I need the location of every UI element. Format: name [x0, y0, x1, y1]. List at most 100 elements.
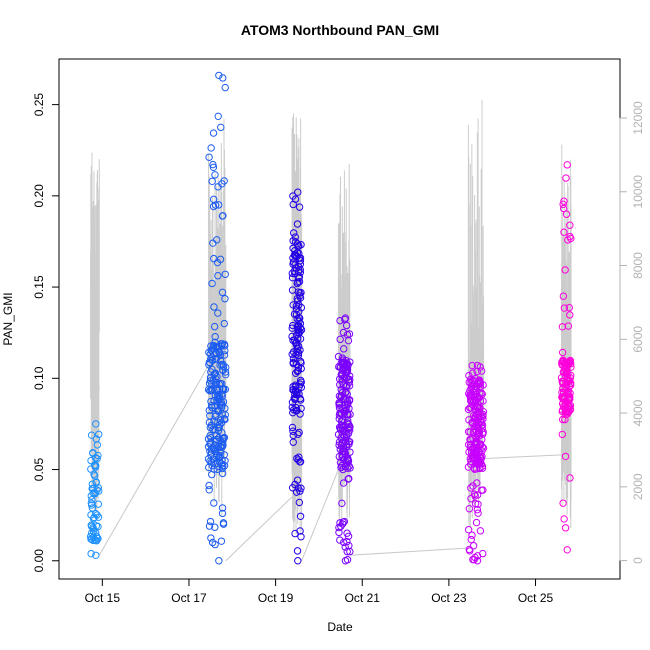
data-point [204, 385, 213, 394]
data-point [216, 379, 225, 388]
data-point [296, 357, 305, 366]
data-point [208, 385, 216, 393]
data-point [564, 373, 572, 382]
data-point [295, 203, 304, 211]
data-point [337, 392, 346, 400]
data-point [207, 346, 215, 355]
data-point [335, 400, 344, 408]
data-point [334, 352, 343, 361]
data-point [88, 480, 97, 488]
data-point [294, 557, 302, 565]
data-point [558, 415, 567, 424]
data-point [221, 370, 230, 379]
data-point [479, 444, 488, 452]
data-point [292, 351, 300, 359]
y-tick-label: 0.25 [32, 93, 46, 117]
data-point [296, 335, 305, 343]
data-point [216, 421, 224, 429]
data-point [341, 447, 349, 456]
y-tick-label: 0.05 [32, 458, 46, 482]
x-axis-label: Date [327, 620, 353, 634]
data-point [296, 458, 304, 466]
data-point [295, 498, 304, 507]
x-tick-label: Oct 23 [431, 591, 467, 605]
data-point [289, 431, 297, 440]
data-point [93, 454, 101, 463]
data-point [335, 528, 343, 537]
data-point [340, 345, 348, 353]
data-point [559, 204, 568, 213]
data-point [220, 351, 229, 359]
data-point [562, 210, 571, 218]
data-point [564, 408, 572, 416]
data-point [217, 460, 226, 468]
data-point [220, 340, 229, 349]
data-point [343, 331, 352, 339]
y2-tick-label: 8000 [631, 252, 645, 279]
data-point [293, 240, 302, 248]
data-point [295, 241, 303, 250]
data-point [90, 461, 99, 469]
connector-line [225, 496, 293, 562]
y2-tick-label: 10000 [631, 175, 645, 209]
data-point [213, 465, 221, 473]
data-point [288, 350, 296, 358]
data-point [344, 532, 353, 540]
y2-tick-label: 6000 [631, 326, 645, 353]
data-point [215, 557, 223, 565]
data-point [296, 487, 304, 495]
data-point [475, 460, 483, 468]
data-point [338, 378, 346, 386]
connector-line [98, 365, 209, 556]
data-point [341, 463, 350, 471]
data-point [219, 434, 228, 442]
data-point [467, 384, 475, 392]
y-tick-label: 0.10 [32, 366, 46, 390]
data-point [478, 443, 487, 451]
data-point [289, 386, 297, 394]
data-point [218, 469, 227, 478]
data-point [345, 404, 353, 413]
y-axis: 0.00 0.05 0.10 0.15 0.20 0.25 [32, 93, 60, 572]
data-point [289, 321, 297, 330]
data-point [469, 434, 477, 443]
data-point [92, 536, 100, 545]
data-point [205, 522, 214, 530]
y-tick-label: 0.15 [32, 275, 46, 299]
data-point [290, 229, 298, 237]
data-point [209, 195, 218, 204]
data-point [206, 447, 214, 455]
data-point [292, 404, 300, 412]
data-point [295, 277, 304, 286]
data-point [210, 465, 218, 473]
data-point [211, 412, 219, 421]
data-point [342, 321, 351, 330]
data-point [476, 379, 485, 387]
data-point [289, 260, 297, 268]
data-point [339, 479, 348, 487]
data-point [218, 212, 227, 220]
data-point [289, 427, 297, 435]
data-point [473, 491, 482, 499]
data-point [465, 448, 473, 456]
data-point [336, 519, 344, 527]
data-point [207, 355, 215, 363]
data-point [476, 527, 485, 535]
data-point [566, 311, 574, 319]
data-point [467, 484, 475, 492]
data-point [561, 395, 569, 403]
data-point [214, 309, 222, 317]
data-point [208, 403, 216, 412]
data-point [338, 430, 347, 439]
data-point [346, 547, 354, 556]
data-point [477, 367, 486, 375]
data-point [465, 505, 474, 513]
data-point [208, 279, 216, 288]
data-point [289, 359, 298, 368]
data-point [209, 202, 218, 211]
y2-tick-label: 2000 [631, 473, 645, 500]
data-point [207, 534, 215, 542]
data-point [289, 406, 298, 414]
data-point [337, 417, 346, 426]
